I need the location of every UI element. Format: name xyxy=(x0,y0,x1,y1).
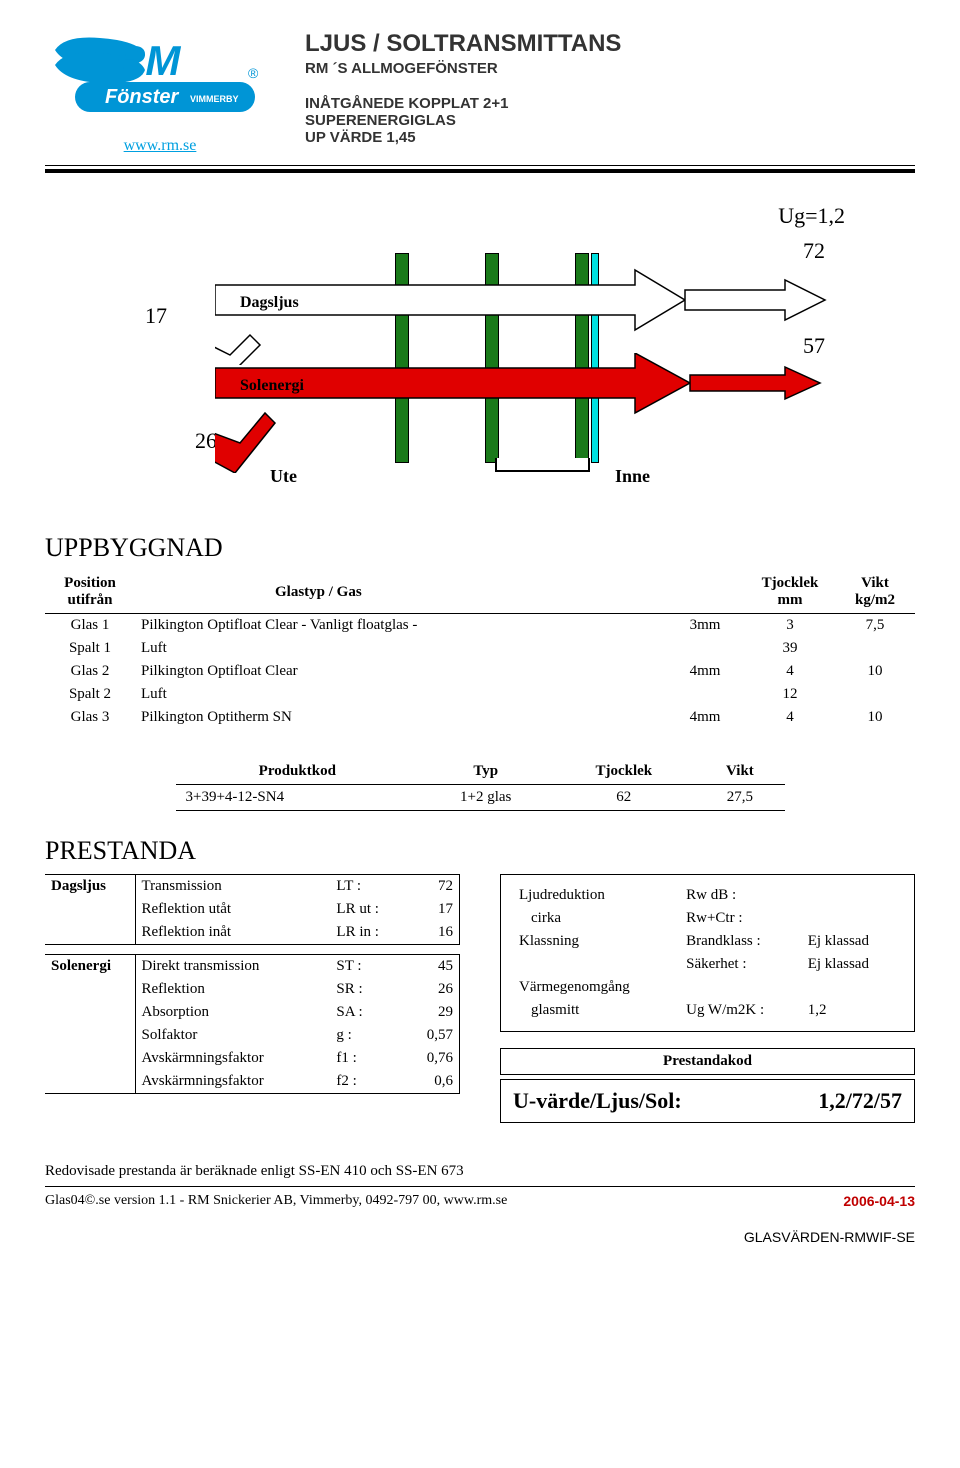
website-link[interactable]: www.rm.se xyxy=(45,137,275,155)
table-row: Reflektion SR : 26 xyxy=(45,978,460,1001)
document-subtitle-2: INÅTGÅNEDE KOPPLAT 2+1 xyxy=(305,95,915,112)
uppbyggnad-table: Position utifrån Glastyp / Gas Tjocklek … xyxy=(45,571,915,729)
footer-rule xyxy=(45,1186,915,1187)
pk-col-tjocklek: Tjocklek xyxy=(552,759,695,785)
table-row: Reflektion inåt LR in : 16 xyxy=(45,921,460,945)
footer-code: GLASVÄRDEN-RMWIF-SE xyxy=(45,1229,915,1245)
inside-label: Inne xyxy=(615,466,650,487)
produktkod-table: Produktkod Typ Tjocklek Vikt 3+39+4-12-S… xyxy=(176,759,785,811)
pk-col-vikt: Vikt xyxy=(695,759,784,785)
diagram-value-72: 72 xyxy=(803,238,825,264)
spacer-bracket-icon xyxy=(495,458,590,472)
table-row: Spalt 1 Luft 39 xyxy=(45,637,915,660)
solar-energy-arrow-icon: Solenergi xyxy=(215,353,845,473)
uppbyggnad-heading: UPPBYGGNAD xyxy=(45,533,915,563)
document-title: LJUS / SOLTRANSMITTANS xyxy=(305,30,915,58)
col-vikt: Vikt kg/m2 xyxy=(835,571,915,614)
uvarde-result-box: U-värde/Ljus/Sol: 1,2/72/57 xyxy=(500,1079,915,1123)
diagram-value-26: 26 xyxy=(195,428,217,454)
solenergi-arrow-label: Solenergi xyxy=(240,377,305,394)
pk-col-typ: Typ xyxy=(419,759,552,785)
logo-block: RM Fönster VIMMERBY ® www.rm.se xyxy=(45,30,275,155)
prestanda-left-column: Dagsljus Transmission LT : 72 Reflektion… xyxy=(45,874,460,1094)
svg-text:Fönster: Fönster xyxy=(105,86,180,108)
table-row: Dagsljus Transmission LT : 72 xyxy=(45,875,460,899)
dagsljus-arrow-label: Dagsljus xyxy=(240,294,299,311)
footer-note: Redovisade prestanda är beräknade enligt… xyxy=(45,1163,915,1180)
uvarde-label: U-värde/Ljus/Sol: xyxy=(513,1088,682,1114)
company-logo-icon: RM Fönster VIMMERBY ® xyxy=(50,30,270,130)
document-subtitle-1: RM ´S ALLMOGEFÖNSTER xyxy=(305,60,915,77)
table-row: Glas 2 Pilkington Optifloat Clear 4mm 4 … xyxy=(45,660,915,683)
table-row: Spalt 2 Luft 12 xyxy=(45,683,915,706)
col-dim xyxy=(665,571,745,614)
footer-line: Glas04©.se version 1.1 - RM Snickerier A… xyxy=(45,1193,915,1209)
svg-text:®: ® xyxy=(248,65,259,81)
table-row: Glas 3 Pilkington Optitherm SN 4mm 4 10 xyxy=(45,706,915,729)
prestanda-heading: PRESTANDA xyxy=(45,836,915,866)
ug-value: Ug=1,2 xyxy=(778,203,845,229)
produktkod-row: 3+39+4-12-SN4 1+2 glas 62 27,5 xyxy=(176,785,785,811)
col-glastyp: Glastyp / Gas xyxy=(135,571,665,614)
daylight-arrow-icon: Dagsljus xyxy=(215,265,845,365)
diagram-value-17: 17 xyxy=(145,303,167,329)
transmittance-diagram: Ug=1,2 72 17 57 26 Dagsljus Solenergi Ut… xyxy=(45,203,905,503)
footer-date: 2006-04-13 xyxy=(843,1193,915,1209)
table-row: Solfaktor g : 0,57 xyxy=(45,1024,460,1047)
classification-box: LjudreduktionRw dB : cirkaRw+Ctr : Klass… xyxy=(500,874,915,1032)
table-row: Avskärmningsfaktor f2 : 0,6 xyxy=(45,1070,460,1094)
document-subtitle-4: UP VÄRDE 1,45 xyxy=(305,129,915,146)
col-tjocklek: Tjocklek mm xyxy=(745,571,835,614)
table-row: Reflektion utåt LR ut : 17 xyxy=(45,898,460,921)
col-position: Position utifrån xyxy=(45,571,135,614)
footer-version: Glas04©.se version 1.1 - RM Snickerier A… xyxy=(45,1193,507,1209)
document-header: RM Fönster VIMMERBY ® www.rm.se LJUS / S… xyxy=(45,30,915,155)
prestandakod-label-box: Prestandakod xyxy=(500,1048,915,1075)
uvarde-value: 1,2/72/57 xyxy=(818,1088,902,1114)
prestanda-section: Dagsljus Transmission LT : 72 Reflektion… xyxy=(45,874,915,1123)
header-rule-thick xyxy=(45,169,915,173)
table-row: Solenergi Direkt transmission ST : 45 xyxy=(45,955,460,979)
document-subtitle-3: SUPERENERGIGLAS xyxy=(305,112,915,129)
title-block: LJUS / SOLTRANSMITTANS RM ´S ALLMOGEFÖNS… xyxy=(305,30,915,146)
table-row: Absorption SA : 29 xyxy=(45,1001,460,1024)
table-row: Glas 1 Pilkington Optifloat Clear - Vanl… xyxy=(45,614,915,638)
table-row: Avskärmningsfaktor f1 : 0,76 xyxy=(45,1047,460,1070)
svg-text:VIMMERBY: VIMMERBY xyxy=(190,94,239,104)
pk-col-kod: Produktkod xyxy=(176,759,420,785)
prestanda-right-column: LjudreduktionRw dB : cirkaRw+Ctr : Klass… xyxy=(500,874,915,1123)
svg-text:RM: RM xyxy=(115,37,181,84)
outside-label: Ute xyxy=(270,466,297,487)
header-rule-thin xyxy=(45,165,915,166)
